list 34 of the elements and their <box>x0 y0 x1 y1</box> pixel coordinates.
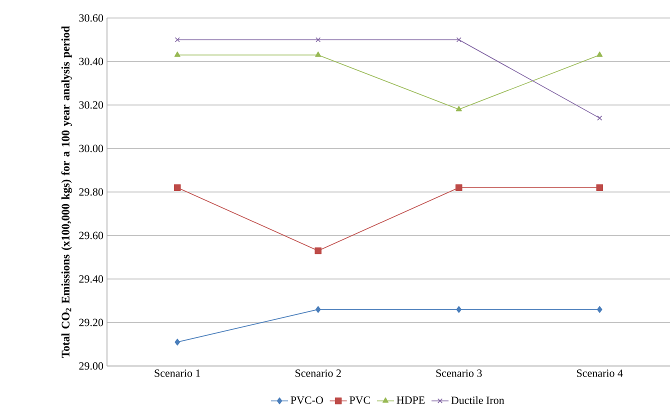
y-tick-label: 30.40 <box>79 58 104 66</box>
point <box>455 184 462 192</box>
legend-label: PVC-O <box>290 396 323 404</box>
point <box>456 306 462 313</box>
point <box>174 37 180 42</box>
point <box>596 184 604 192</box>
point <box>597 116 602 121</box>
y-tick-label: 30.60 <box>79 14 104 22</box>
y-tick-label: 29.60 <box>79 232 104 240</box>
x-tick-label: Scenario 2 <box>295 370 341 377</box>
x-tick-label: Scenario 1 <box>154 370 200 377</box>
y-tick-label: 29.20 <box>79 318 104 326</box>
point <box>596 306 602 313</box>
point <box>315 52 322 57</box>
point <box>456 106 462 112</box>
point <box>596 52 603 57</box>
point <box>174 338 180 346</box>
legend-label: Ductile Iron <box>451 396 504 404</box>
point <box>456 37 462 42</box>
point <box>314 247 322 254</box>
legend-label: PVC <box>350 396 370 404</box>
y-tick-label: 30.20 <box>79 101 104 109</box>
point <box>316 37 321 42</box>
point <box>174 52 180 57</box>
point <box>174 184 181 192</box>
y-tick-label: 29.00 <box>79 362 104 370</box>
point <box>315 306 321 313</box>
y-tick-label: 30.00 <box>79 144 104 152</box>
x-tick-label: Scenario 4 <box>576 370 623 377</box>
y-tick-label: 29.40 <box>79 275 104 283</box>
x-tick-label: Scenario 3 <box>436 370 482 377</box>
legend-label: HDPE <box>396 396 425 404</box>
y-axis-title: Total CO$_{2}$ Emissions (x100,000 kgs) for a 100 year analysis period <box>61 26 72 358</box>
y-tick-label: 29.80 <box>79 188 104 196</box>
